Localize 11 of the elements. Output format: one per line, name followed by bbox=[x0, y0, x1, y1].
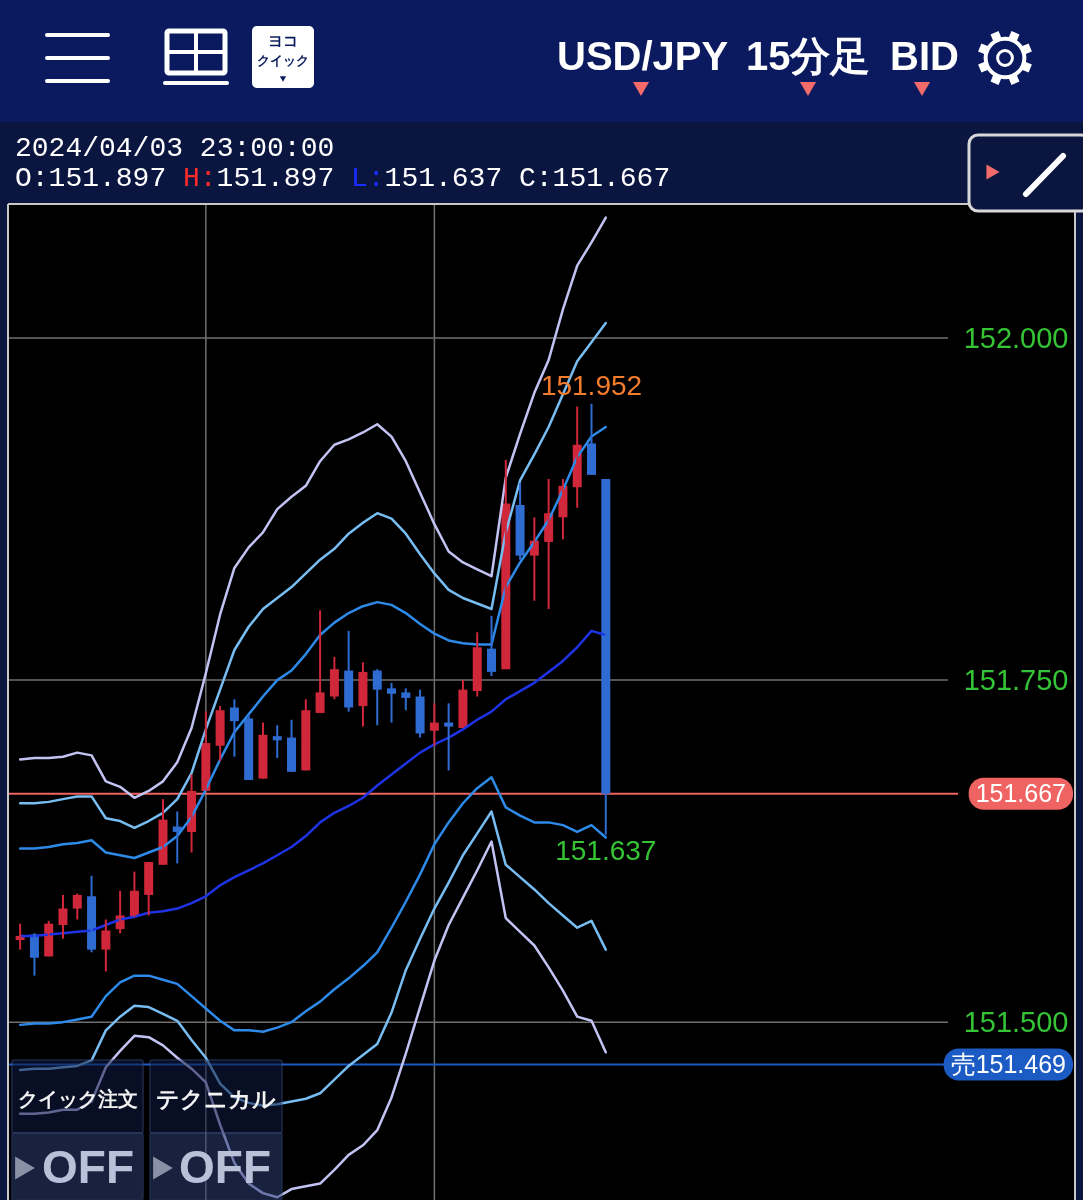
ref-line-label: 151.667 bbox=[975, 778, 1066, 807]
y-tick-label: 151.750 bbox=[963, 663, 1069, 696]
y-tick-label: 152.000 bbox=[963, 321, 1069, 354]
y-tick-label: 151.500 bbox=[963, 1005, 1069, 1038]
annotation: 151.637 bbox=[555, 834, 657, 866]
annotation: クイック注文 bbox=[18, 1088, 138, 1110]
ref-line-label: 売151.469 bbox=[950, 1049, 1066, 1078]
text: O:151.897 H:151.897 L:151.637 C:151.667 bbox=[15, 163, 671, 194]
chart-subtitle: 2024/04/03 23:00:00 bbox=[15, 133, 335, 164]
annotation: テクニカル bbox=[156, 1086, 276, 1112]
text: USD/JPY 15分足 BID bbox=[557, 34, 959, 78]
